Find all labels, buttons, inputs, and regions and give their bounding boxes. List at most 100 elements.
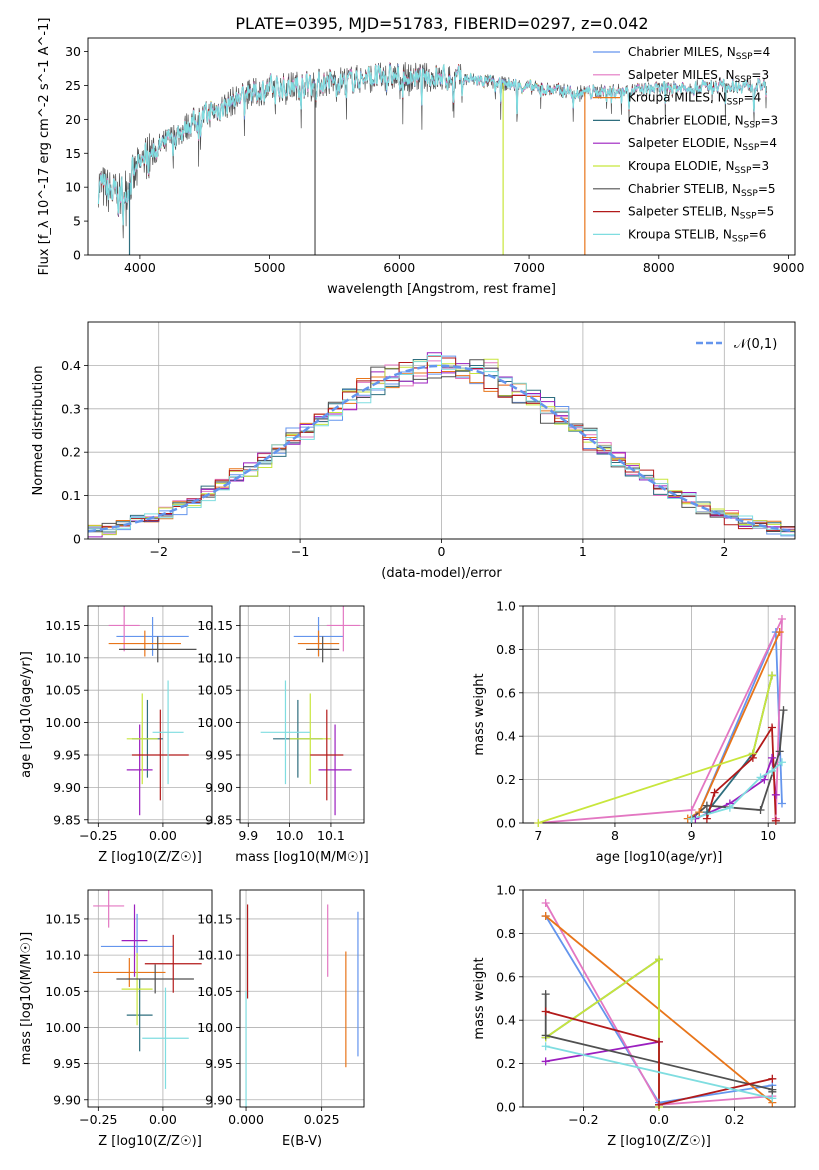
weight-marker [695,808,704,817]
y-tick-label: 25 [65,78,81,93]
y-tick-label: 20 [65,112,81,127]
x-axis-label: mass [log10(M/M☉)] [235,850,368,865]
x-tick-label: 2 [720,544,728,559]
y-tick-label: 0.6 [496,969,516,984]
y-tick-label: 9.95 [205,1056,233,1071]
normal-reference-curve [88,364,795,533]
x-tick-label: 9 [688,828,696,843]
y-axis-label: Flux [f_λ 10^-17 erg cm^-2 s^-1 A^-1] [37,18,52,276]
legend-entry: Kroupa STELIB, NSSP=6 [628,227,766,244]
legend-entry: Salpeter STELIB, NSSP=5 [628,205,774,222]
x-tick-label: 0.00 [149,828,177,843]
x-axis-label: (data-model)/error [381,566,502,581]
x-tick-label: 9000 [773,260,805,275]
y-tick-label: 1.0 [496,883,516,898]
y-tick-label: 0 [73,532,81,547]
y-tick-label: 0.8 [496,642,516,657]
plot-area-age-vs-mass [260,606,360,816]
weight-marker [768,766,777,775]
y-tick-label: 10.00 [197,715,233,730]
y-tick-label: 10.15 [45,618,81,633]
x-tick-label: 1 [579,544,587,559]
legend-entry: Kroupa MILES, NSSP=4 [628,91,761,108]
weight-marker [775,628,784,637]
spectrum-line-8 [97,63,768,226]
y-tick-label: 0.2 [496,1056,516,1071]
y-tick-label: 10.10 [45,650,81,665]
y-tick-label: 0.2 [61,445,81,460]
x-axis-label: age [log10(age/yr)] [596,850,723,865]
x-tick-label: −2 [149,544,167,559]
weight-marker [702,814,711,823]
weight-marker [541,1031,550,1040]
y-tick-label: 9.85 [53,812,81,827]
weight-marker [655,955,663,964]
weight-marker [541,1007,550,1016]
weight-marker [687,805,696,814]
y-tick-label: 0.4 [496,1013,516,1028]
weight-marker [768,723,777,732]
y-tick-label: 10.05 [45,683,81,698]
x-tick-label: 0.2 [725,1112,745,1127]
y-tick-label: 5 [73,214,81,229]
panel-weight-vs-age: 7 8 9 10 0.0 0.2 0.4 0.6 0.8 1.0 age [log10(age/yr… [472,599,796,865]
weight-marker [777,799,786,808]
y-tick-label: 9.90 [53,780,81,795]
x-tick-label: 5000 [254,260,286,275]
weight-marker [779,706,788,715]
plot-area-mass-vs-Z [93,890,202,1089]
weight-marker [541,899,550,908]
y-tick-label: 10.15 [197,618,233,633]
weight-marker [756,805,765,814]
legend-entry: 𝒩(0,1) [734,337,777,352]
plot-area-spectrum [97,62,768,255]
x-tick-label: 10.1 [317,828,345,843]
panel-mass-vs-EBV: 0.000 0.025 9.90 9.95 10.00 10.05 10.10 10.15 E(… [197,889,365,1149]
weight-line-7 [545,1010,773,1106]
x-tick-label: −0.25 [79,828,117,843]
x-tick-label: 7 [534,828,542,843]
y-tick-label: 0.0 [496,816,516,831]
x-tick-label: 0.00 [149,1112,177,1127]
x-tick-label: 0.000 [228,1112,264,1127]
weight-marker [775,747,784,756]
y-tick-label: 10.00 [197,1020,233,1035]
y-tick-label: 0.4 [61,358,81,373]
x-tick-label: −1 [291,544,309,559]
y-tick-label: 30 [65,44,81,59]
axes-frame [87,321,796,540]
weight-marker [777,758,786,767]
y-tick-label: 10.00 [45,715,81,730]
y-tick-label: 10.05 [197,683,233,698]
legend-entry: Salpeter MILES, NSSP=3 [628,68,769,85]
y-tick-label: 10 [65,180,81,195]
weight-marker [541,1057,550,1066]
y-tick-label: 10.10 [45,948,81,963]
y-tick-label: 9.95 [53,747,81,762]
y-axis-label: Normed distribution [31,366,46,496]
x-tick-label: 4000 [124,260,156,275]
weight-line-8 [545,1045,773,1100]
y-tick-label: 0.6 [496,685,516,700]
y-axis-label: age [log10(age/yr)] [19,651,34,778]
x-tick-label: 8000 [643,260,675,275]
weight-marker [768,753,777,762]
legend-entry: Kroupa ELODIE, NSSP=3 [628,159,769,176]
x-tick-label: 0.0 [649,1112,669,1127]
y-tick-label: 10.10 [197,948,233,963]
x-tick-label: 0.025 [304,1112,340,1127]
weight-marker [771,790,780,799]
y-tick-label: 9.90 [205,1092,233,1107]
x-tick-label: 8 [611,828,619,843]
axes-frame [87,605,213,824]
panel-spectrum: 4000 5000 6000 7000 8000 9000 0 5 10 15 20 25 30 wave… [37,18,804,297]
weight-marker [710,788,719,797]
panel-age-vs-mass: 9.9 10.0 10.1 9.85 9.90 9.95 10.00 10.05 10.10 10… [197,605,369,865]
y-tick-label: 10.15 [197,911,233,926]
weight-marker [771,816,780,825]
legend-entry: Chabrier MILES, NSSP=4 [628,45,770,62]
y-tick-label: 10.15 [45,911,81,926]
axes-frame [239,889,365,1108]
x-axis-label: Z [log10(Z/Z☉)] [607,1134,711,1149]
y-tick-label: 10.05 [45,984,81,999]
